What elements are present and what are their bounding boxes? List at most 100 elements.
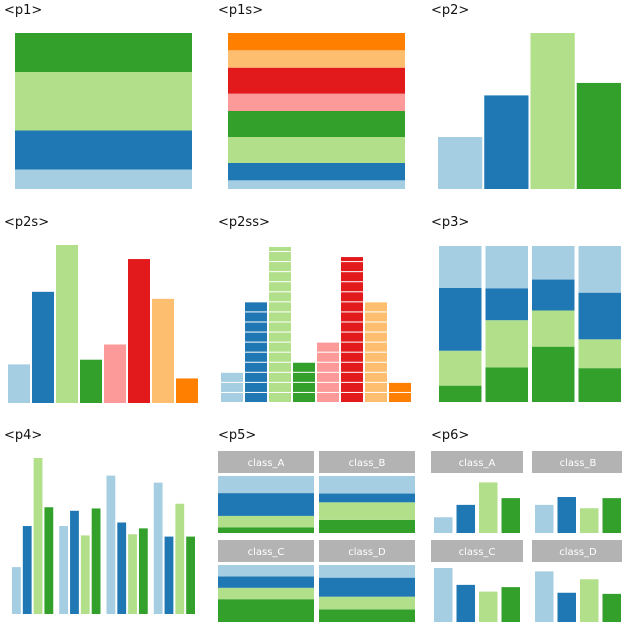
p5-panel-3-segment-1 [218,599,314,622]
p2ss-bar-5-unit [317,352,339,362]
p2ss-bar-6-unit [341,392,363,402]
p2ss-bar-3-unit [269,302,291,312]
p2ss-bar-3-unit [269,252,291,262]
p5-panel-3-segment-3 [218,576,314,588]
p2ss-bar-6-unit [341,342,363,352]
p2s-bar-4 [80,359,102,403]
p3-column-1-segment-1 [439,385,482,402]
p2ss-bar-7-unit [365,322,387,332]
p3-column-4-segment-4 [578,246,621,293]
p2ss-bar-7-unit [365,362,387,372]
p3-title: <p3> [431,215,469,230]
p5-strip-label: class_C [248,547,285,558]
p2ss-bar-8-unit [389,382,411,392]
p2ss-bar-6-unit [341,312,363,322]
p2ss-bar-6-unit [341,362,363,372]
p2ss-bar-6-unit [341,352,363,362]
p4-group-3-bar-3 [128,534,137,614]
p3-column-3-segment-3 [532,279,575,311]
p5-panel-1-segment-1 [218,527,314,533]
p3-column-1-segment-3 [439,288,482,351]
p6-strip-label: class_A [459,458,496,469]
p4-group-1-bar-1 [12,567,21,614]
p2ss-bar-7-unit [365,382,387,392]
p1-segment-3 [15,72,192,131]
p5-panel-1-segment-3 [218,493,314,516]
p2ss-bar-7-unit [365,302,387,312]
p1s-segment-2 [228,163,405,181]
p1s-segment-6 [228,67,405,94]
p5-panel-3-segment-2 [218,587,314,600]
p4-group-4-bar-4 [186,536,195,614]
p2ss-bar-5-unit [317,382,339,392]
p6-title: <p6> [431,428,469,443]
p2ss-bar-3-unit [269,312,291,322]
p2ss-bar-2-unit [245,382,267,392]
p4-group-4-bar-3 [175,503,185,614]
p3-column-4-segment-1 [578,368,621,402]
p1s-segment-4 [228,111,405,137]
p5-strip-3 [218,540,314,562]
p2ss-bar-3-unit [269,322,291,332]
p6-panel-3-bar-4 [501,587,520,622]
p3-column-1-segment-4 [439,246,482,288]
p3-column-1-segment-2 [439,350,482,386]
p2s-bar-8 [176,378,198,403]
p1-segment-1 [15,169,192,189]
p2ss-bar-2-unit [245,392,267,402]
p2ss-bar-2-unit [245,362,267,372]
p2ss-bar-3-unit [269,342,291,352]
p2ss-bar-4-unit [293,372,315,382]
p1s-title: <p1s> [218,3,263,18]
p2ss-bar-7-unit [365,332,387,342]
p5-title: <p5> [218,428,256,443]
p5-strip-label: class_A [248,458,285,469]
p3-column-2-segment-3 [485,288,528,321]
p6-strip-4 [532,540,622,562]
p6-panel-1-bar-2 [456,504,475,533]
p2s-bar-1 [8,364,30,403]
p4-group-3-bar-2 [117,522,127,614]
p2s-title: <p2s> [4,215,49,230]
p2ss-bar-3-unit [269,382,291,392]
p2ss-bar-7-unit [365,352,387,362]
p5-strip-1 [218,451,314,473]
p4-group-1-bar-3 [33,458,43,614]
p2s-bar-6 [128,259,150,403]
p2ss-bar-6-unit [341,372,363,382]
p2ss-bar-4-unit [293,392,315,402]
p4-group-4-bar-2 [164,536,174,614]
p2ss-bar-3-unit [269,282,291,292]
p2s-bar-5 [104,344,126,403]
p6-panel-3-bar-2 [456,584,475,622]
p6-strip-1 [431,451,523,473]
p2ss-bar-3-unit [269,372,291,382]
p2ss-bar-6-unit [341,262,363,272]
p5-panel-4-segment-1 [319,609,415,622]
p2ss-bar-3-unit [269,272,291,282]
p2s-bar-7 [152,298,174,403]
p2ss-bar-3-unit [269,247,291,252]
p2ss-bar-7-unit [365,372,387,382]
p6-panel-2-bar-4 [602,498,621,533]
p6-panel-3-bar-1 [434,568,453,622]
p5-panel-2-segment-1 [319,519,415,533]
p2ss-bar-6-unit [341,322,363,332]
p6-panel-2-bar-1 [535,504,554,533]
p4-group-3-bar-4 [138,528,148,614]
p2s-bar-3 [56,245,78,403]
p5-strip-2 [319,451,415,473]
p5-strip-label: class_B [349,458,386,469]
p2-bar-3 [530,33,575,189]
p6-strip-label: class_C [459,547,496,558]
p2ss-bar-6-unit [341,382,363,392]
p6-strip-label: class_B [560,458,597,469]
p2ss-bar-1-unit [221,372,243,382]
p4-title: <p4> [4,428,42,443]
p3-column-2-segment-1 [485,367,528,402]
p2ss-bar-5-unit [317,392,339,402]
p2-bar-1 [438,137,483,189]
p2ss-bar-6-unit [341,272,363,282]
p2ss-bar-2-unit [245,342,267,352]
p1s-segment-5 [228,93,405,111]
